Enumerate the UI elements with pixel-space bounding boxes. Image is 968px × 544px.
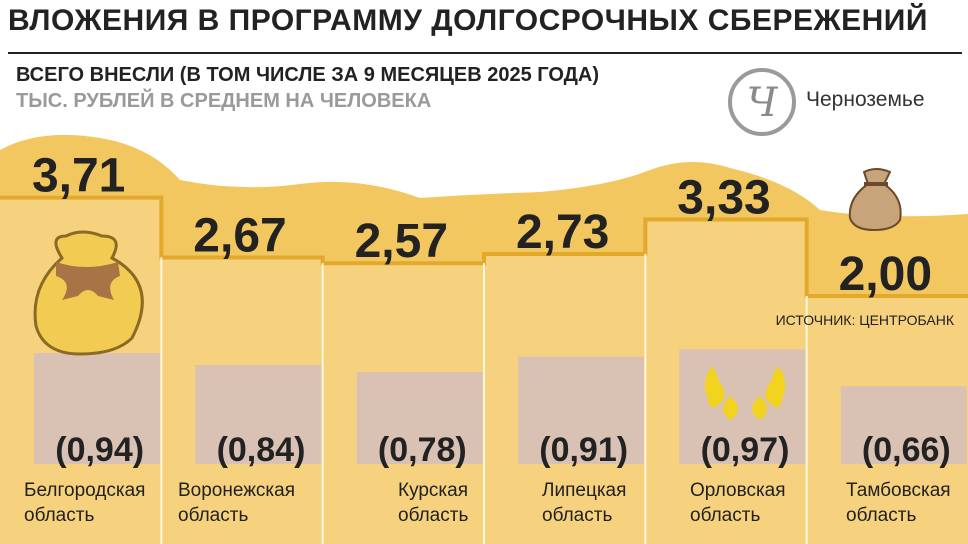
title-rule [8, 52, 962, 54]
wheat-icon [704, 366, 786, 420]
sub-bar [840, 386, 967, 464]
source-note: ИСТОЧНИК: ЦЕНТРОБАНК [775, 312, 954, 328]
region-label-line: область [178, 505, 249, 526]
nine-month-value-label: (0,97) [701, 431, 790, 469]
region-label-line: Курская [398, 480, 469, 501]
sub-bar [518, 356, 644, 464]
region-label-line: область [398, 505, 469, 526]
region-label-line: область [542, 505, 613, 526]
page-title: ВЛОЖЕНИЯ В ПРОГРАММУ ДОЛГОСРОЧНЫХ СБЕРЕЖ… [8, 4, 928, 37]
step-line [0, 195, 968, 298]
money-bag-icon [33, 230, 144, 356]
chart-subtitle: ВСЕГО ВНЕСЛИ (В ТОМ ЧИСЛЕ ЗА 9 МЕСЯЦЕВ 2… [16, 64, 599, 86]
total-value-label: 2,67 [193, 209, 286, 262]
bag-tie [56, 262, 120, 300]
region-label-line: Воронежская [178, 480, 296, 501]
sack-tie [864, 182, 888, 186]
region-label: Липецкая область [542, 478, 626, 528]
total-value-label: 2,57 [355, 215, 448, 268]
wheat-leaf [752, 396, 767, 420]
wheat-leaf [707, 382, 725, 408]
region-label: Белгородская область [24, 478, 145, 528]
total-value-label: 2,73 [516, 206, 609, 259]
total-value-label: 3,33 [677, 172, 770, 225]
region-label: Курская область [398, 478, 468, 528]
nine-month-value-label: (0,94) [55, 431, 144, 469]
region-label-line: Белгородская [24, 480, 146, 501]
region-label-line: Тамбовская [846, 480, 951, 501]
nine-month-value-label: (0,78) [378, 431, 467, 469]
region-label-line: Липецкая [542, 480, 627, 501]
sub-bar [679, 349, 806, 464]
bag-body [33, 230, 144, 356]
sack-icon [848, 168, 902, 232]
region-label: Тамбовская область [846, 478, 951, 528]
region-label-line: область [690, 505, 761, 526]
sub-bar [195, 364, 322, 464]
nine-month-value-label: (0,84) [217, 431, 306, 469]
total-value-label: 3,71 [32, 150, 125, 203]
wheat-leaf [765, 382, 783, 408]
region-label-line: область [24, 505, 95, 526]
region-label: Воронежская область [178, 478, 295, 528]
brand-logo: Ч [728, 68, 796, 136]
sub-bar [356, 371, 483, 464]
nine-month-value-label: (0,91) [539, 431, 628, 469]
nine-month-value-label: (0,66) [862, 431, 951, 469]
region-label: Орловская область [690, 478, 786, 528]
sub-bar [34, 353, 160, 464]
region-label-line: область [846, 505, 917, 526]
unit-label: ТЫС. РУБЛЕЙ В СРЕДНЕМ НА ЧЕЛОВЕКА [16, 90, 432, 112]
brand-logo-letter: Ч [746, 80, 778, 126]
total-value-label: 2,00 [839, 248, 932, 301]
region-label-line: Орловская [690, 480, 786, 501]
brand-name: Черноземье [806, 88, 925, 111]
sack-body [848, 168, 902, 232]
wheat-leaf [723, 396, 738, 420]
